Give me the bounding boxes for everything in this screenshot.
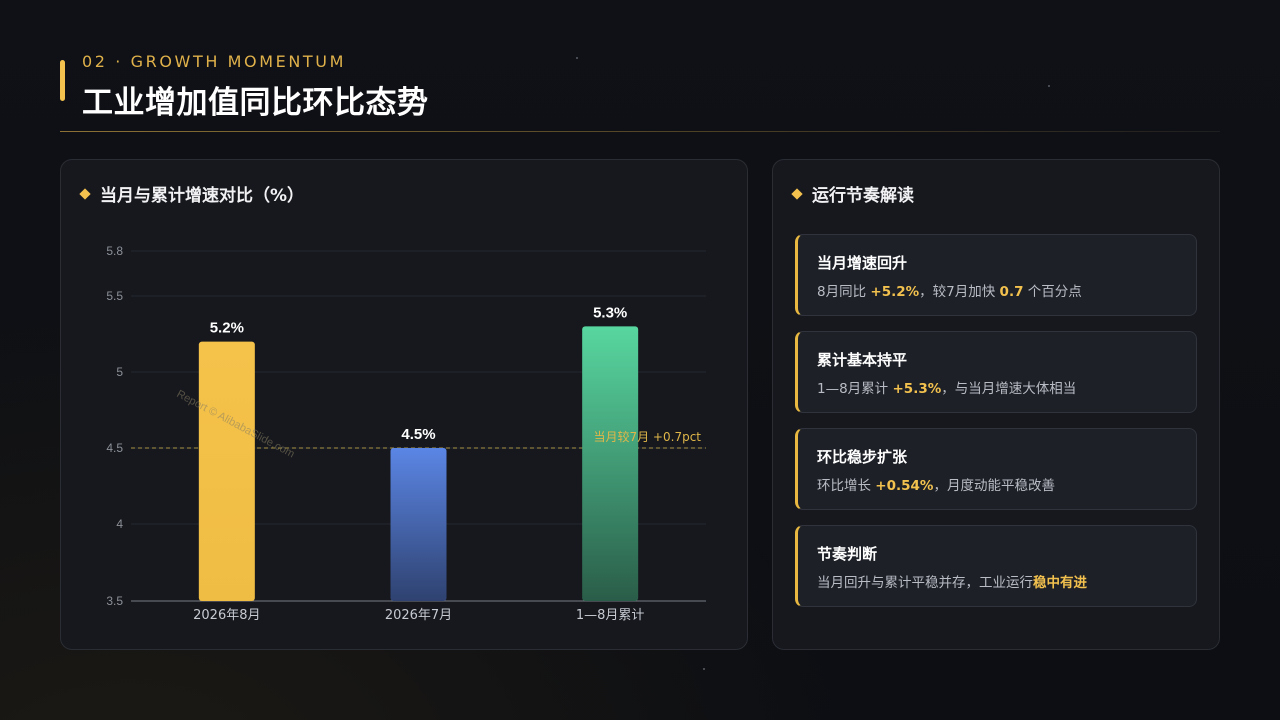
insight-card-body: 当月回升与累计平稳并存，工业运行稳中有进 — [817, 571, 1087, 591]
bar-chart: 3.5 4 4.5 5 5.5 5.8 当月较7月 +0.7pct 5.2% 2026年8月 4… — [106, 244, 706, 623]
insight-card-title: 节奏判断 — [817, 545, 878, 563]
insight-card-title: 当月增速回升 — [817, 254, 908, 272]
y-tick-label: 5.5 — [106, 289, 123, 303]
highlight-value: +5.2% — [870, 284, 920, 300]
insight-card: 环比稳步扩张 环比增长 +0.54%，月度动能平稳改善 — [795, 428, 1197, 510]
bar — [582, 326, 639, 601]
header-accent-bar — [60, 60, 65, 101]
x-category-label: 1—8月累计 — [576, 608, 645, 623]
insights-panel-title-text: 运行节奏解读 — [812, 186, 914, 206]
insight-card-title: 累计基本持平 — [817, 351, 908, 369]
bar-value-label: 5.3% — [593, 304, 627, 321]
decor-dot — [1048, 85, 1050, 87]
diamond-bullet-icon — [791, 187, 803, 200]
highlight-value: 稳中有进 — [1033, 575, 1087, 591]
highlight-value: +5.3% — [892, 381, 942, 397]
slide-title: 工业增加值同比环比态势 — [82, 85, 429, 121]
body-text: 1—8月累计 — [817, 381, 893, 397]
reference-line-label: 当月较7月 +0.7pct — [593, 429, 701, 444]
body-text: 个百分点 — [1023, 284, 1082, 300]
body-text: 环比增长 — [817, 478, 876, 494]
highlight-value: 0.7 — [999, 284, 1024, 300]
bar — [390, 448, 447, 601]
y-tick-label: 4 — [116, 517, 123, 531]
insight-card-title: 环比稳步扩张 — [817, 448, 908, 466]
insight-card-body: 1—8月累计 +5.3%，与当月增速大体相当 — [817, 377, 1076, 397]
bar-value-label: 4.5% — [401, 426, 435, 443]
chart-panel-title: 当月与累计增速对比（%） — [79, 181, 305, 206]
decor-dot — [576, 57, 578, 59]
section-eyebrow: 02 · GROWTH MOMENTUM — [82, 52, 347, 71]
chart-panel-title-text: 当月与累计增速对比（%） — [100, 186, 305, 206]
body-text: 当月回升与累计平稳并存，工业运行 — [817, 575, 1033, 591]
header-divider — [60, 131, 1220, 132]
bar — [198, 341, 255, 601]
x-category-label: 2026年8月 — [193, 608, 260, 623]
insights-panel: 运行节奏解读 当月增速回升 8月同比 +5.2%，较7月加快 0.7 个百分点 累计… — [772, 159, 1220, 650]
decor-dot — [703, 668, 705, 670]
body-text: 8月同比 — [817, 284, 871, 300]
insight-card-body: 环比增长 +0.54%，月度动能平稳改善 — [817, 474, 1055, 494]
body-text: ，与当月增速大体相当 — [941, 381, 1077, 397]
bar-value-label: 5.2% — [210, 320, 244, 337]
body-text: ，月度动能平稳改善 — [933, 478, 1055, 494]
body-text: ，较7月加快 — [919, 284, 1000, 300]
y-tick-label: 5.8 — [106, 244, 123, 258]
y-tick-label: 4.5 — [106, 441, 123, 455]
insight-card: 节奏判断当月回升与累计平稳并存，工业运行稳中有进 — [795, 525, 1197, 607]
insights-panel-title: 运行节奏解读 — [791, 181, 914, 206]
highlight-value: +0.54% — [875, 478, 934, 494]
y-tick-label: 5 — [116, 365, 123, 379]
chart-panel: 当月与累计增速对比（%） 3.5 4 4.5 5 5.5 5.8 当月较7月 +0.7pc… — [60, 159, 748, 650]
insight-card: 当月增速回升 8月同比 +5.2%，较7月加快 0.7 个百分点 — [795, 234, 1197, 316]
insight-card-body: 8月同比 +5.2%，较7月加快 0.7 个百分点 — [817, 280, 1082, 300]
y-tick-label: 3.5 — [106, 594, 123, 608]
insight-card: 累计基本持平 1—8月累计 +5.3%，与当月增速大体相当 — [795, 331, 1197, 413]
x-category-label: 2026年7月 — [385, 608, 452, 623]
